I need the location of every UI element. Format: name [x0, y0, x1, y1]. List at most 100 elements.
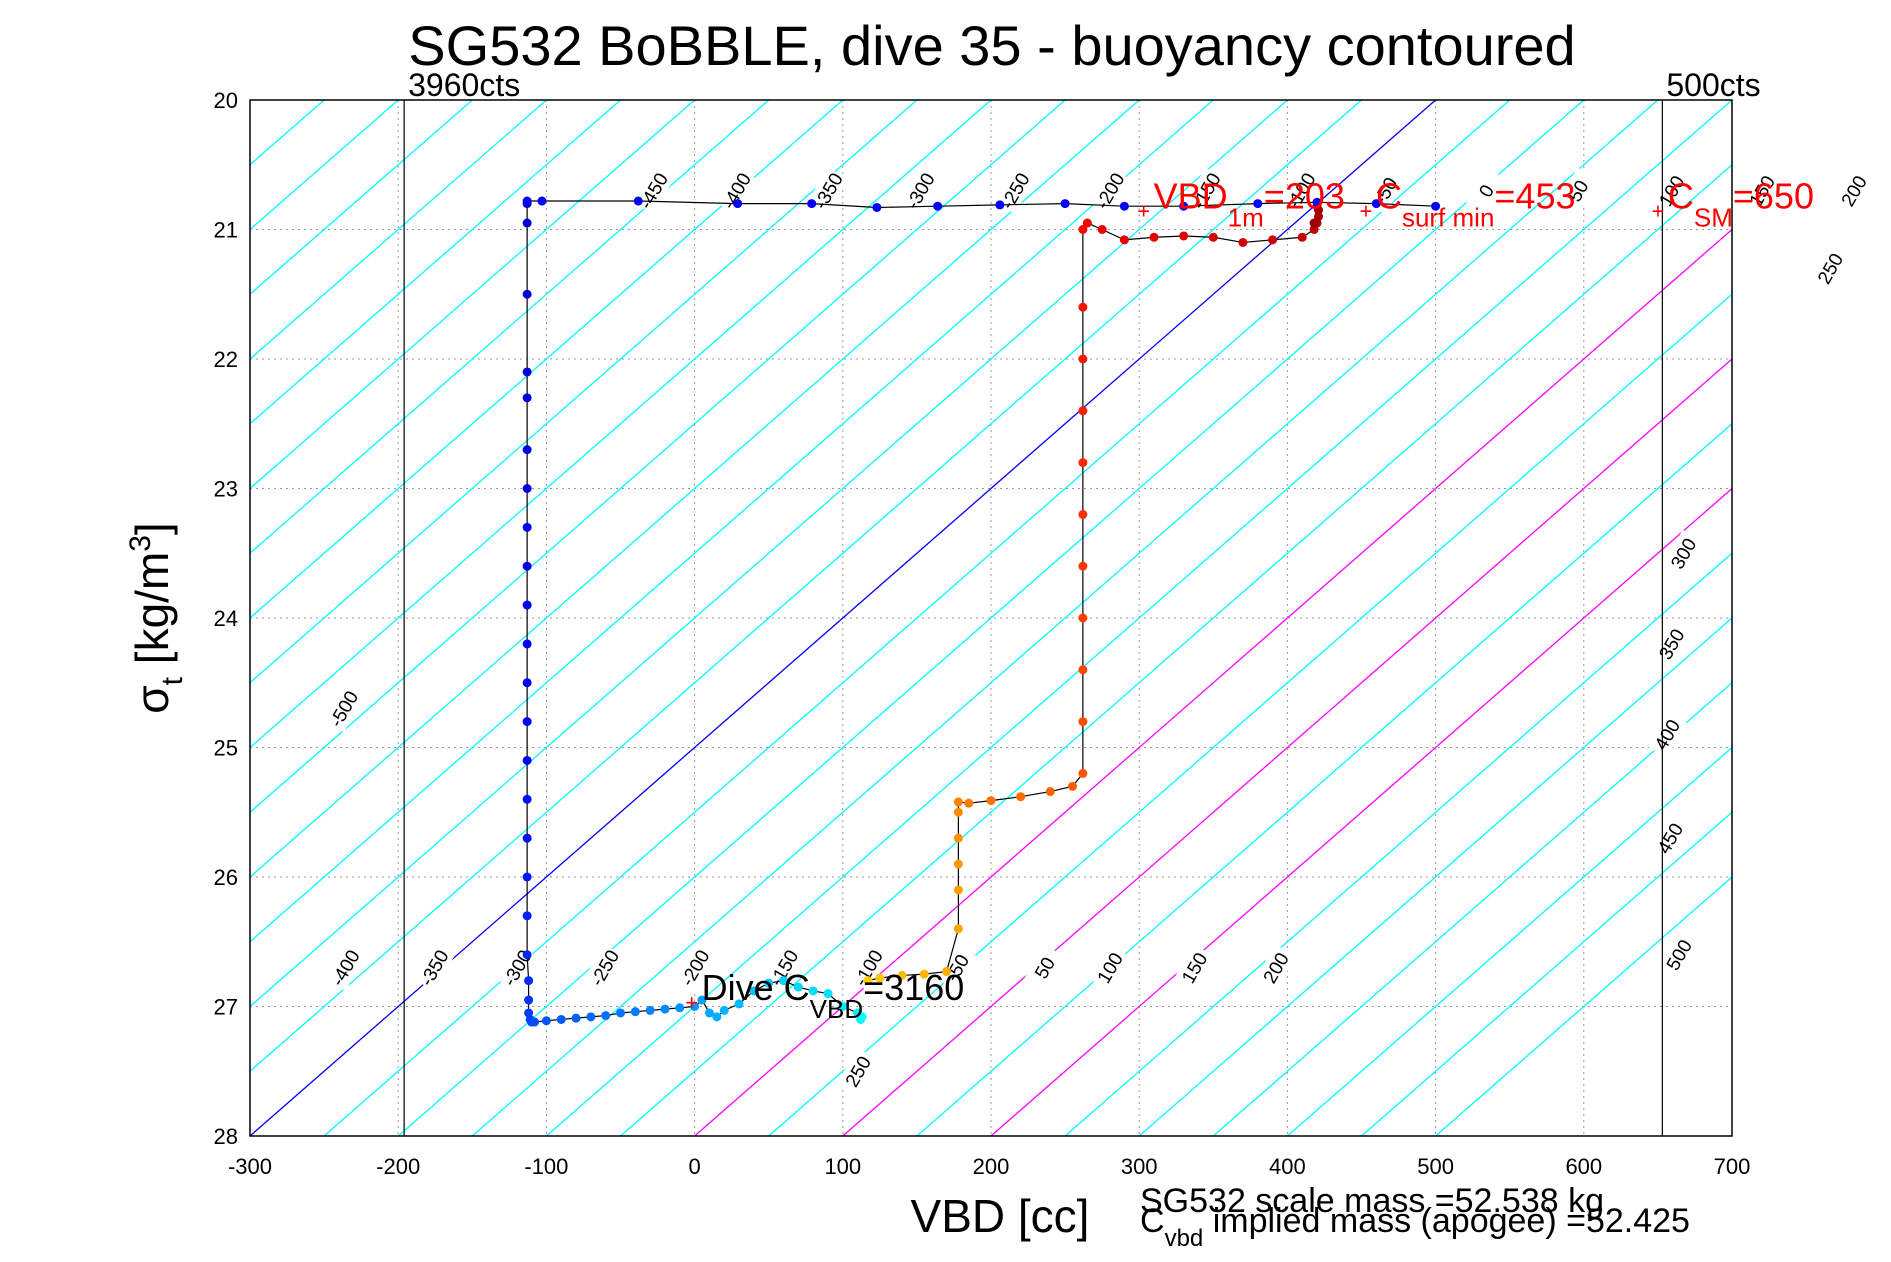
y-tick-label: 22	[214, 347, 238, 372]
contour-line	[250, 100, 844, 619]
marker-label: CSM=650	[1668, 176, 1814, 233]
contour-line	[1286, 746, 1732, 1136]
data-point	[601, 1011, 611, 1021]
data-point	[1179, 231, 1189, 241]
data-point	[779, 976, 789, 986]
contour-line	[1064, 552, 1732, 1136]
data-point	[1431, 201, 1441, 211]
data-point	[522, 600, 532, 610]
data-point	[522, 794, 532, 804]
data-point	[919, 969, 929, 979]
data-point	[522, 484, 532, 493]
data-point	[1016, 792, 1026, 802]
y-tick-label: 26	[214, 865, 238, 890]
data-point	[537, 196, 547, 206]
data-point	[793, 982, 803, 992]
data-point	[633, 196, 643, 206]
data-point	[660, 1004, 670, 1014]
data-point	[733, 199, 743, 209]
data-point	[953, 797, 963, 807]
data-point	[522, 755, 532, 765]
x-tick-label: 600	[1565, 1154, 1602, 1179]
data-point	[953, 885, 963, 895]
contour-line	[250, 100, 547, 360]
data-point	[675, 1003, 685, 1013]
data-point	[524, 976, 534, 986]
data-point	[823, 989, 833, 999]
data-point	[522, 717, 532, 727]
marker-label: Csurf min=453	[1376, 176, 1576, 233]
data-point	[1045, 787, 1055, 797]
data-point	[897, 970, 907, 980]
data-point	[1078, 458, 1088, 468]
data-point	[1268, 235, 1278, 245]
contour-line	[250, 100, 1362, 1073]
data-point	[953, 924, 963, 934]
contour-line	[250, 100, 992, 749]
y-axis-label-sub: t	[156, 676, 189, 685]
data-point	[1238, 237, 1248, 247]
contour-line	[250, 100, 696, 490]
x-tick-label: 0	[688, 1154, 700, 1179]
chart-title: SG532 BoBBLE, dive 35 - buoyancy contour…	[408, 14, 1575, 77]
data-point	[1078, 613, 1088, 623]
data-point	[838, 1002, 848, 1011]
data-point	[986, 796, 996, 806]
data-point	[857, 1012, 867, 1022]
data-point	[1312, 197, 1322, 207]
contour-line	[471, 100, 1659, 1136]
contour-line	[1212, 681, 1732, 1136]
contour-line	[620, 163, 1732, 1136]
data-point	[630, 1007, 640, 1017]
data-point	[1068, 781, 1078, 791]
data-point	[522, 196, 532, 206]
data-point	[522, 911, 532, 921]
data-point	[1097, 225, 1107, 234]
data-point	[712, 1012, 722, 1022]
count-limit-label: 500cts	[1666, 67, 1760, 103]
data-point	[1078, 561, 1088, 571]
x-tick-label: -300	[228, 1154, 272, 1179]
data-point	[522, 289, 532, 299]
x-tick-label: 200	[973, 1154, 1010, 1179]
y-tick-label: 20	[214, 88, 238, 113]
data-point	[1078, 406, 1088, 416]
data-point	[942, 967, 952, 977]
data-point	[524, 995, 534, 1005]
contour-line	[397, 100, 1585, 1136]
data-point	[522, 872, 532, 882]
contour-line	[694, 228, 1732, 1136]
contour-line	[250, 100, 1214, 943]
data-point	[522, 367, 532, 377]
marker-label: Dive CVBD=3160	[702, 967, 965, 1024]
data-point	[734, 999, 744, 1009]
y-axis-label: σt [kg/m3]	[124, 522, 189, 713]
data-point	[953, 859, 963, 869]
contour-line	[250, 100, 770, 555]
data-point	[1060, 199, 1070, 209]
x-axis-label: VBD [cc]	[911, 1190, 1090, 1242]
data-point	[522, 833, 532, 843]
data-point	[522, 678, 532, 688]
data-point	[872, 202, 882, 212]
y-tick-label: 23	[214, 477, 238, 502]
count-limit-label: 3960cts	[408, 67, 520, 103]
data-point	[953, 833, 963, 843]
scale-mass-label: SG532 scale mass =52.538 kg	[1140, 1182, 1604, 1220]
marker-cross: +	[1651, 199, 1664, 224]
data-point	[933, 201, 943, 211]
data-point	[1078, 717, 1088, 727]
y-tick-label: 24	[214, 606, 238, 631]
data-point	[571, 1013, 581, 1023]
data-point	[749, 986, 759, 996]
y-axis-label-base: σ	[126, 685, 178, 713]
data-point	[522, 561, 532, 571]
data-point	[1149, 232, 1159, 242]
y-tick-label: 25	[214, 736, 238, 761]
data-point	[1078, 354, 1088, 364]
implied-mass-label: Cvbd implied mass (apogee) =52.425	[1140, 1202, 1690, 1252]
count-limit-lines: 3960cts 500cts	[403, 67, 1761, 1136]
contour-line	[1361, 811, 1732, 1136]
data-point	[1297, 232, 1307, 242]
data-point	[1253, 199, 1263, 209]
